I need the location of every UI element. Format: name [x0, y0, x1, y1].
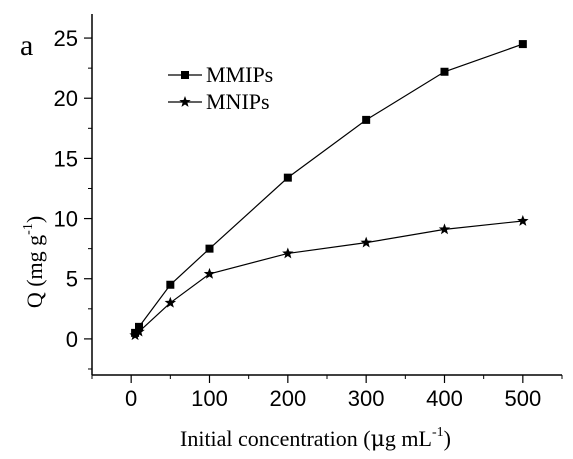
y-tick-label-2: 10 — [54, 207, 78, 232]
data-point-MMIPs-5 — [362, 115, 371, 124]
x-axis-unit: g mL — [385, 426, 432, 451]
x-axis-unit-sup: -1 — [432, 425, 444, 440]
x-axis-unit-mu: μ — [371, 427, 385, 452]
y-tick-label-0: 0 — [66, 327, 78, 352]
x-tick-label-3: 300 — [348, 386, 385, 411]
data-point-MNIPs-7 — [517, 214, 529, 226]
data-point-MNIPs-6 — [438, 223, 451, 235]
data-point-MNIPs-2 — [164, 296, 177, 308]
data-point-MNIPs-5 — [360, 236, 372, 248]
axes: 0 100 200 300 400 500 0 5 10 15 20 25 — [54, 14, 563, 411]
legend-item-MNIPs: MNIPs — [168, 89, 270, 114]
x-tick-label-2: 200 — [269, 386, 306, 411]
y-axis-title: Q (mg g-1) — [21, 216, 47, 308]
legend-label-MMIPs: MMIPs — [206, 62, 273, 87]
series-layer — [129, 40, 529, 341]
x-axis-title-close: ) — [444, 426, 451, 451]
data-point-MNIPs-3 — [203, 267, 216, 279]
data-point-MNIPs-4 — [282, 247, 294, 259]
y-tick-label-3: 15 — [54, 146, 78, 171]
y-tick-label-4: 20 — [54, 86, 78, 111]
x-tick-label-5: 500 — [504, 386, 541, 411]
x-axis-title: Initial concentration (μg mL-1) — [180, 425, 451, 452]
series-line-MNIPs — [134, 220, 523, 336]
data-point-MMIPs-2 — [166, 280, 175, 289]
y-axis-title-sup: -1 — [21, 223, 36, 235]
x-tick-label-4: 400 — [426, 386, 463, 411]
legend-marker-MNIPs — [179, 96, 191, 107]
series-line-MMIPs — [134, 43, 524, 334]
panel-label: a — [20, 29, 33, 62]
data-point-MMIPs-7 — [518, 40, 527, 49]
data-point-MMIPs-6 — [440, 67, 449, 76]
y-tick-label-1: 5 — [66, 267, 78, 292]
series-MMIPs — [131, 40, 527, 337]
x-tick-label-1: 100 — [191, 386, 228, 411]
legend-marker-MMIPs — [181, 71, 189, 79]
y-axis-title-close: ) — [22, 216, 47, 223]
legend-label-MNIPs: MNIPs — [206, 89, 270, 114]
x-axis-title-main: Initial concentration ( — [180, 426, 371, 451]
legend-item-MMIPs: MMIPs — [168, 62, 273, 87]
data-point-MMIPs-4 — [283, 173, 292, 182]
data-point-MNIPs-1 — [133, 325, 145, 337]
series-MNIPs — [129, 214, 529, 341]
x-tick-label-0: 0 — [125, 386, 137, 411]
data-point-MNIPs-0 — [129, 329, 141, 341]
y-axis-title-main: Q (mg g — [22, 235, 47, 308]
y-tick-label-5: 25 — [54, 26, 78, 51]
data-point-MMIPs-3 — [205, 244, 214, 253]
